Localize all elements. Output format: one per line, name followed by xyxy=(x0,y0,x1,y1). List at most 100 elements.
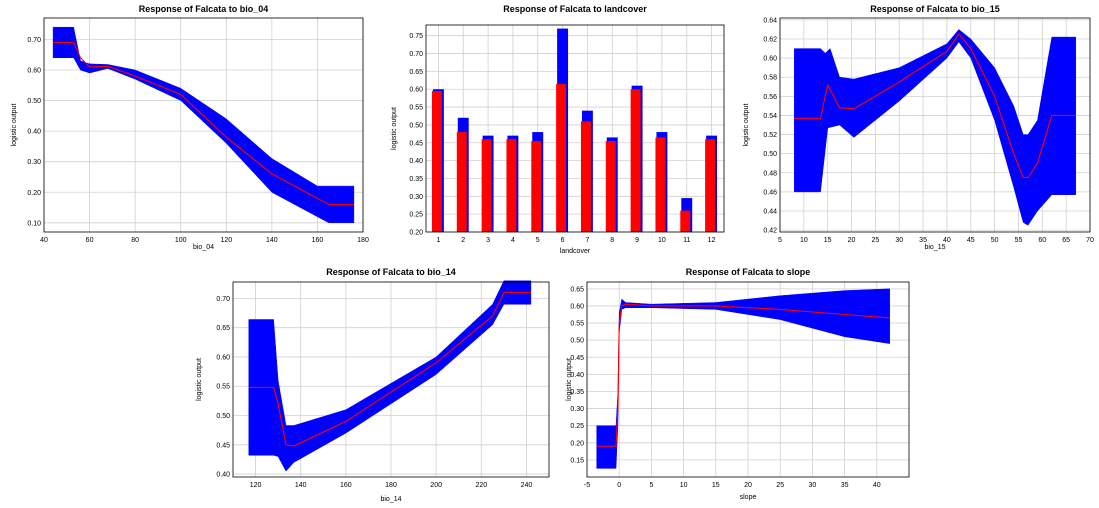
y-tick-label: 0.70 xyxy=(216,296,230,303)
y-tick-label: 0.50 xyxy=(570,338,584,345)
y-tick-label: 0.60 xyxy=(763,56,777,63)
y-tick-label: 0.60 xyxy=(570,303,584,310)
y-tick-label: 0.30 xyxy=(409,194,423,201)
y-tick-label: 0.10 xyxy=(27,220,41,227)
y-tick-label: 0.70 xyxy=(27,37,41,44)
y-tick-label: 0.64 xyxy=(763,17,777,24)
x-tick-label: -5 xyxy=(584,482,590,489)
x-tick-label: 6 xyxy=(561,237,565,244)
y-axis-label: logistic output xyxy=(196,358,203,401)
y-tick-label: 0.60 xyxy=(409,87,423,94)
y-tick-label: 0.75 xyxy=(409,33,423,40)
x-tick-label: 180 xyxy=(357,237,369,244)
x-tick-label: 40 xyxy=(873,482,881,489)
plot-frame xyxy=(425,24,725,233)
panel-bio14: Response of Falcata to bio_14 0.40 0.45 0.5… xyxy=(185,262,555,503)
chart-title: Response of Falcata to bio_04 xyxy=(139,4,269,14)
mean-bar xyxy=(431,91,442,232)
x-tick-label: 140 xyxy=(266,237,278,244)
x-tick-label: 30 xyxy=(809,482,817,489)
x-tick-label: 20 xyxy=(744,482,752,489)
x-tick-label: 11 xyxy=(683,237,690,244)
mean-bar xyxy=(580,121,591,232)
y-tick-label: 0.20 xyxy=(570,440,584,447)
mean-response-line xyxy=(248,291,531,447)
y-tick-label: 0.70 xyxy=(409,51,423,58)
y-tick-label: 0.48 xyxy=(763,170,777,177)
mean-bar xyxy=(680,210,691,232)
y-tick-label: 0.65 xyxy=(570,286,584,293)
plot-frame xyxy=(779,17,1091,233)
mean-bar xyxy=(705,139,716,232)
y-tick-label: 0.65 xyxy=(409,69,423,76)
x-tick-label: 5 xyxy=(778,237,782,244)
y-tick-label: 0.42 xyxy=(763,228,777,235)
x-tick-label: 4 xyxy=(511,237,515,244)
confidence-band xyxy=(52,26,355,224)
y-tick-label: 0.30 xyxy=(27,159,41,166)
y-tick-label: 0.58 xyxy=(763,75,777,82)
x-tick-label: 140 xyxy=(295,482,307,489)
x-tick-label: 200 xyxy=(430,482,442,489)
x-tick-label: 20 xyxy=(848,237,856,244)
y-tick-label: 0.55 xyxy=(216,384,230,391)
x-axis-label: bio_15 xyxy=(924,244,945,251)
y-tick-label: 0.50 xyxy=(216,413,230,420)
y-axis-label: logistic output xyxy=(391,107,398,150)
y-tick-label: 0.55 xyxy=(570,321,584,328)
x-tick-label: 60 xyxy=(86,237,94,244)
y-tick-label: 0.62 xyxy=(763,37,777,44)
x-tick-label: 10 xyxy=(680,482,688,489)
x-tick-label: 10 xyxy=(800,237,808,244)
x-tick-label: 0 xyxy=(617,482,621,489)
x-tick-label: 50 xyxy=(991,237,999,244)
x-tick-label: 35 xyxy=(841,482,849,489)
y-tick-label: 0.50 xyxy=(27,98,41,105)
panel-landcover: Response of Falcata to landcover 0.20 0.25… xyxy=(370,0,730,260)
x-tick-label: 120 xyxy=(220,237,232,244)
x-tick-label: 120 xyxy=(250,482,262,489)
x-tick-label: 65 xyxy=(1062,237,1070,244)
mean-bar xyxy=(630,89,641,232)
y-tick-label: 0.35 xyxy=(570,389,584,396)
x-tick-label: 10 xyxy=(658,237,666,244)
x-tick-label: 12 xyxy=(708,237,716,244)
x-tick-label: 180 xyxy=(385,482,397,489)
panel-bio04: Response of Falcata to bio_04 0.10 0.20 0.3… xyxy=(0,0,370,260)
y-axis-label: logistic output xyxy=(566,358,573,401)
y-tick-label: 0.40 xyxy=(216,472,230,479)
x-tick-label: 35 xyxy=(919,237,927,244)
chart-title: Response of Falcata to bio_14 xyxy=(326,267,456,277)
plot-frame xyxy=(586,281,910,478)
y-tick-label: 0.40 xyxy=(570,372,584,379)
x-axis-label: bio_04 xyxy=(193,244,214,251)
y-tick-label: 0.52 xyxy=(763,132,777,139)
plot-frame xyxy=(232,281,550,478)
x-tick-label: 240 xyxy=(521,482,533,489)
mean-bar xyxy=(531,140,542,232)
mean-bar xyxy=(481,139,492,232)
y-tick-label: 0.40 xyxy=(409,158,423,165)
y-tick-label: 0.30 xyxy=(570,406,584,413)
y-tick-label: 0.54 xyxy=(763,113,777,120)
chart-title: Response of Falcata to landcover xyxy=(503,4,647,14)
y-tick-label: 0.46 xyxy=(763,189,777,196)
y-tick-label: 0.50 xyxy=(763,151,777,158)
x-tick-label: 160 xyxy=(340,482,352,489)
y-tick-label: 0.56 xyxy=(763,94,777,101)
slope-response-chart: Response of Falcata to slope 0.15 0.20 0.25… xyxy=(566,267,910,501)
x-tick-label: 3 xyxy=(486,237,490,244)
y-tick-label: 0.45 xyxy=(570,355,584,362)
plot-frame xyxy=(43,17,364,233)
y-axis-label: logistic output xyxy=(11,104,18,147)
bio14-response-chart: Response of Falcata to bio_14 0.40 0.45 0.5… xyxy=(196,267,550,503)
x-tick-label: 55 xyxy=(1015,237,1023,244)
y-tick-label: 0.60 xyxy=(216,354,230,361)
x-tick-label: 1 xyxy=(436,237,440,244)
x-tick-label: 100 xyxy=(175,237,187,244)
y-tick-label: 0.20 xyxy=(27,190,41,197)
confidence-band xyxy=(248,280,532,472)
x-tick-label: 40 xyxy=(943,237,951,244)
x-tick-label: 7 xyxy=(585,237,589,244)
y-tick-label: 0.65 xyxy=(216,325,230,332)
